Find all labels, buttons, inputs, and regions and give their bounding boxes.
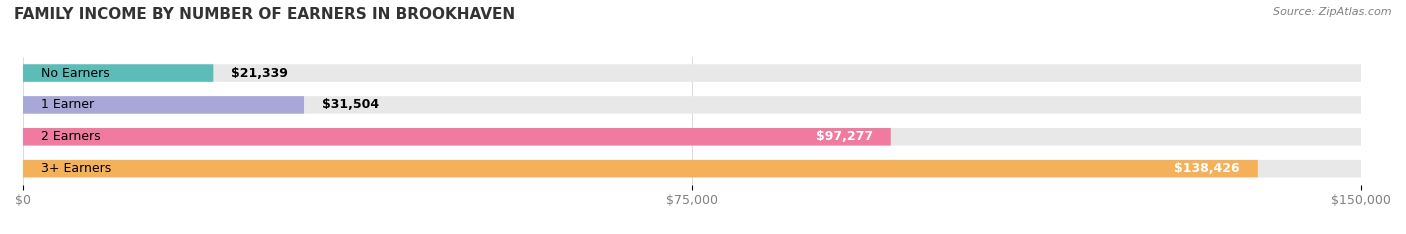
Text: Source: ZipAtlas.com: Source: ZipAtlas.com (1274, 7, 1392, 17)
Text: $31,504: $31,504 (322, 99, 380, 111)
Text: 3+ Earners: 3+ Earners (41, 162, 111, 175)
Text: No Earners: No Earners (41, 66, 110, 80)
Text: $138,426: $138,426 (1174, 162, 1240, 175)
FancyBboxPatch shape (22, 64, 1361, 82)
FancyBboxPatch shape (22, 160, 1258, 177)
Text: FAMILY INCOME BY NUMBER OF EARNERS IN BROOKHAVEN: FAMILY INCOME BY NUMBER OF EARNERS IN BR… (14, 7, 515, 22)
Text: $21,339: $21,339 (231, 66, 288, 80)
FancyBboxPatch shape (22, 128, 1361, 146)
FancyBboxPatch shape (22, 160, 1361, 177)
FancyBboxPatch shape (22, 96, 304, 114)
FancyBboxPatch shape (22, 64, 214, 82)
Text: 1 Earner: 1 Earner (41, 99, 94, 111)
FancyBboxPatch shape (22, 128, 891, 146)
FancyBboxPatch shape (22, 96, 1361, 114)
Text: 2 Earners: 2 Earners (41, 130, 100, 143)
Text: $97,277: $97,277 (815, 130, 873, 143)
